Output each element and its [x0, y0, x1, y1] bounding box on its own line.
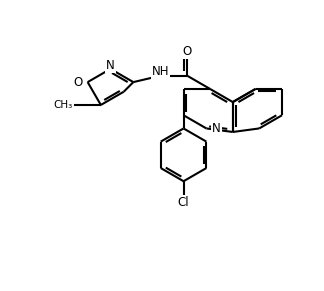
Text: NH: NH [152, 65, 169, 78]
Text: Cl: Cl [178, 196, 189, 210]
Text: CH₃: CH₃ [53, 100, 73, 110]
Text: O: O [182, 45, 192, 58]
Text: N: N [106, 59, 115, 72]
Text: N: N [212, 122, 221, 135]
Text: O: O [74, 76, 83, 88]
